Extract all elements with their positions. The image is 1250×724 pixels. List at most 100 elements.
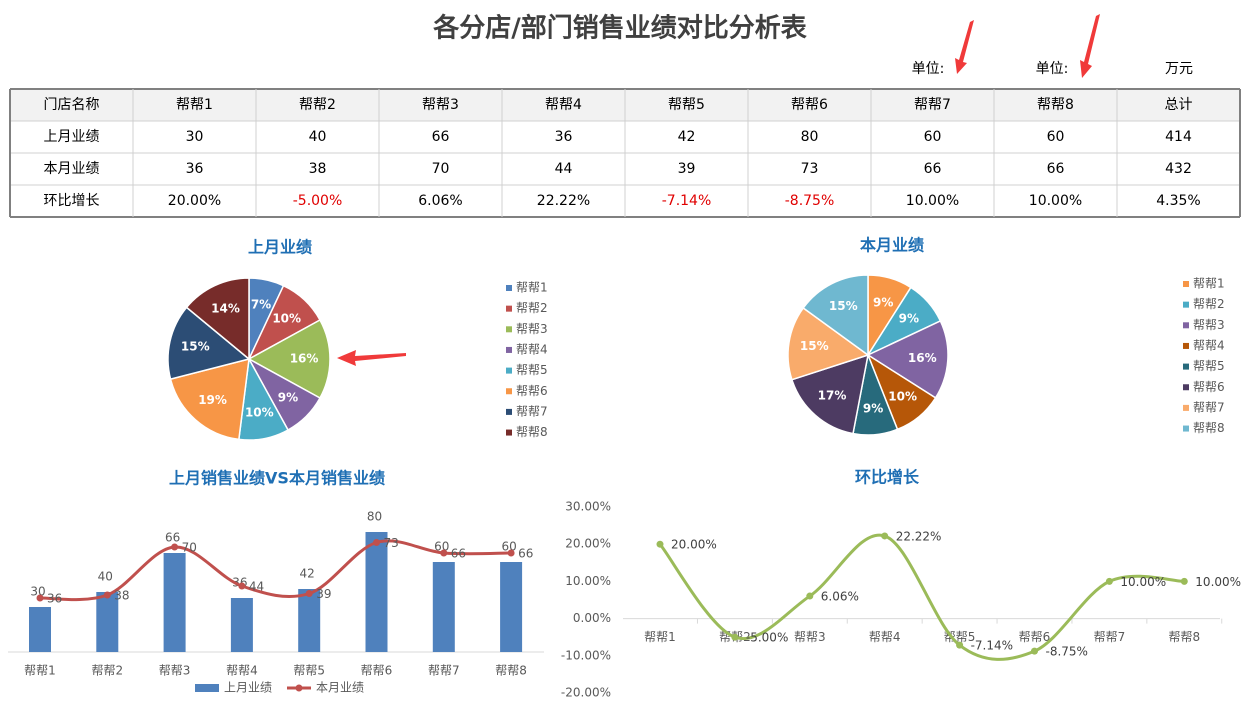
legend-swatch [1183, 404, 1189, 411]
data-label: 16% [290, 352, 319, 366]
x-tick-label: 帮帮2 [91, 664, 123, 678]
cell: 30 [186, 129, 204, 145]
legend-label: 帮帮7 [1193, 400, 1225, 414]
cell: 36 [186, 161, 204, 177]
unit-label: 单位: [912, 61, 945, 77]
marker [171, 543, 179, 551]
header-cell: 帮帮2 [299, 97, 336, 113]
legend-swatch [195, 684, 219, 692]
data-label: 17% [818, 388, 847, 402]
data-label: 19% [198, 393, 227, 407]
header-cell: 帮帮5 [668, 97, 705, 113]
header-cell: 帮帮4 [545, 97, 582, 113]
cell: 本月业绩 [44, 161, 100, 177]
header-cell: 门店名称 [44, 97, 100, 113]
data-label: 44 [249, 580, 264, 594]
data-label: -5.00% [746, 631, 788, 645]
cell: 44 [555, 161, 573, 177]
pie-slice [802, 274, 869, 357]
marker [305, 590, 313, 597]
legend-label: 帮帮6 [1193, 380, 1225, 394]
data-label: 36 [47, 592, 62, 606]
cell: 10.00% [906, 193, 959, 209]
data-label: 10% [245, 406, 274, 420]
y-tick-label: 30.00% [565, 500, 611, 514]
cell: 66 [432, 129, 450, 145]
marker [373, 539, 380, 546]
cell: 38 [309, 161, 327, 177]
data-label: 40 [98, 570, 113, 584]
pie-slice [167, 306, 251, 381]
legend-swatch [295, 684, 303, 692]
cell: 70 [432, 161, 450, 177]
cell: 66 [1047, 161, 1065, 177]
bar [432, 562, 455, 652]
pie-slice [787, 306, 870, 381]
legend-label: 帮帮7 [516, 404, 548, 418]
legend-label: 帮帮1 [1193, 277, 1225, 291]
legend-label: 帮帮5 [1193, 359, 1225, 373]
x-tick-label: 帮帮7 [428, 664, 460, 678]
chart-title: 上月销售业绩VS本月销售业绩 [169, 469, 385, 488]
bar [29, 607, 51, 652]
data-label: 14% [211, 302, 240, 316]
legend-swatch [506, 367, 512, 374]
data-label: 9% [863, 402, 883, 416]
cell: -8.75% [785, 193, 835, 209]
cell: 80 [801, 129, 819, 145]
marker [103, 591, 111, 599]
x-tick-label: 帮帮3 [794, 630, 826, 644]
legend-label: 帮帮6 [516, 384, 548, 398]
data-label: 66 [451, 547, 466, 561]
x-tick-label: 帮帮1 [24, 664, 56, 678]
header-cell: 帮帮3 [422, 97, 459, 113]
legend-swatch [506, 388, 512, 395]
data-label: 60 [501, 540, 516, 554]
legend-label: 帮帮3 [516, 322, 548, 336]
data-label: -8.75% [1046, 645, 1088, 659]
legend-label: 帮帮2 [516, 301, 548, 315]
cell: 20.00% [168, 193, 221, 209]
data-label: 15% [800, 339, 829, 353]
marker [440, 549, 448, 557]
data-label: 42 [300, 567, 315, 581]
data-label: 60 [434, 540, 449, 554]
pie-slice [185, 277, 250, 361]
data-label: 22.22% [896, 529, 942, 543]
data-label: 80 [367, 510, 382, 524]
pie-slice [169, 357, 250, 441]
y-tick-label: 0.00% [573, 611, 611, 625]
bar [298, 589, 321, 652]
legend-swatch [1183, 384, 1189, 391]
cell: 22.22% [537, 193, 590, 209]
legend-swatch [1183, 322, 1189, 329]
pie-slice [247, 318, 331, 400]
marker [881, 532, 889, 540]
legend-swatch [1183, 342, 1189, 349]
x-tick-label: 帮帮8 [1168, 630, 1200, 644]
data-label: 70 [182, 541, 197, 555]
bar [96, 592, 119, 652]
cell: 60 [1047, 129, 1065, 145]
legend-label: 帮帮5 [516, 363, 548, 377]
data-label: 16% [908, 351, 937, 365]
marker [1180, 577, 1188, 585]
x-tick-label: 帮帮6 [1019, 630, 1051, 644]
marker [238, 582, 246, 590]
legend-label: 本月业绩 [316, 681, 364, 695]
x-tick-label: 帮帮4 [869, 630, 901, 644]
legend-swatch [506, 326, 512, 333]
x-tick-label: 帮帮6 [361, 664, 393, 678]
legend-swatch [506, 429, 512, 436]
cell: 环比增长 [44, 193, 100, 209]
x-tick-label: 帮帮7 [1094, 630, 1126, 644]
chart-title: 环比增长 [855, 468, 920, 487]
data-label: 10.00% [1120, 575, 1166, 589]
marker [1105, 577, 1113, 585]
marker [731, 633, 739, 641]
cell: -7.14% [662, 193, 712, 209]
legend-label: 帮帮8 [516, 425, 548, 439]
x-tick-label: 帮帮5 [293, 664, 325, 678]
data-label: 20.00% [671, 538, 717, 552]
